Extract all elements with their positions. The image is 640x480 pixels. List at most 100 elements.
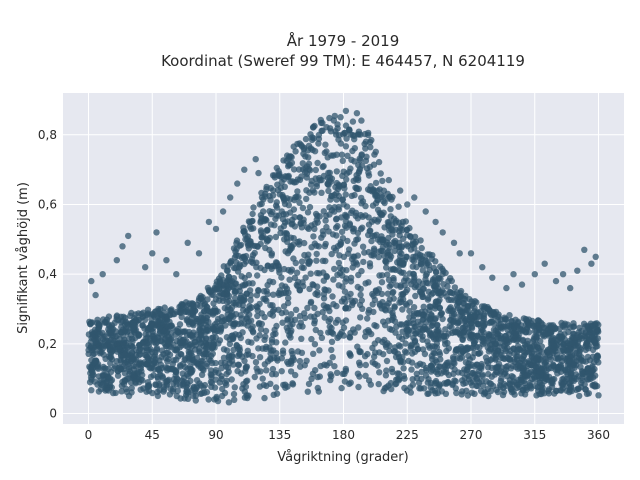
scatter-point <box>261 361 268 368</box>
scatter-point <box>365 169 372 176</box>
scatter-point <box>381 322 389 329</box>
scatter-point <box>581 381 588 388</box>
scatter-point <box>312 290 319 298</box>
scatter-point <box>508 317 515 325</box>
scatter-point <box>305 160 313 167</box>
scatter-point <box>241 228 248 235</box>
scatter-point <box>196 294 203 302</box>
scatter-point <box>473 376 480 383</box>
scatter-point <box>333 232 340 239</box>
scatter-point <box>323 124 330 131</box>
scatter-point <box>220 277 227 284</box>
scatter-point <box>552 355 560 362</box>
scatter-point <box>365 129 372 137</box>
scatter-point <box>363 153 370 160</box>
scatter-point <box>460 329 467 336</box>
scatter-point <box>417 237 424 244</box>
scatter-point <box>225 368 232 375</box>
scatter-point <box>87 374 95 381</box>
scatter-point <box>249 280 256 287</box>
scatter-point <box>342 218 350 225</box>
scatter-point <box>326 204 333 211</box>
scatter-point <box>414 318 422 325</box>
scatter-point <box>513 337 521 345</box>
scatter-point <box>115 345 123 352</box>
scatter-point <box>150 312 158 319</box>
scatter-point <box>581 246 588 253</box>
scatter-point <box>434 370 441 378</box>
scatter-point <box>281 197 288 204</box>
scatter-point <box>347 352 354 359</box>
scatter-point <box>305 380 313 388</box>
scatter-point <box>355 383 362 391</box>
scatter-point <box>298 335 305 342</box>
scatter-point <box>268 265 275 273</box>
scatter-point <box>154 366 162 373</box>
scatter-point <box>193 354 201 362</box>
scatter-point <box>235 361 242 368</box>
scatter-point <box>341 288 349 295</box>
scatter-point <box>332 128 339 135</box>
scatter-point <box>282 173 289 180</box>
scatter-point <box>197 340 204 347</box>
scatter-point <box>390 288 397 296</box>
scatter-point <box>289 380 296 387</box>
scatter-point <box>118 388 125 395</box>
scatter-point <box>432 315 439 322</box>
scatter-point <box>113 358 120 365</box>
scatter-point <box>445 345 452 352</box>
scatter-point <box>273 322 280 330</box>
scatter-point <box>520 362 527 369</box>
scatter-point <box>177 363 184 370</box>
scatter-point <box>316 347 323 354</box>
scatter-point <box>121 351 128 359</box>
scatter-point <box>237 334 244 342</box>
scatter-point <box>485 392 492 400</box>
scatter-point <box>335 136 342 143</box>
scatter-point <box>558 387 565 394</box>
scatter-point <box>177 308 184 315</box>
scatter-point <box>308 244 315 251</box>
scatter-point <box>225 399 233 406</box>
scatter-point <box>302 153 309 160</box>
scatter-point <box>173 368 180 376</box>
x-tick-label: 90 <box>208 428 223 442</box>
scatter-point <box>322 217 329 224</box>
scatter-point <box>252 359 260 366</box>
scatter-point <box>238 353 246 360</box>
scatter-point <box>256 354 264 361</box>
scatter-point <box>335 206 343 213</box>
scatter-point <box>393 282 400 289</box>
scatter-point <box>490 326 498 333</box>
scatter-point <box>275 168 282 175</box>
scatter-point <box>548 335 556 343</box>
scatter-point <box>275 263 283 271</box>
scatter-point <box>289 354 297 361</box>
scatter-point <box>292 306 300 313</box>
scatter-point <box>287 178 294 185</box>
scatter-point <box>269 365 277 373</box>
scatter-point <box>369 301 376 308</box>
scatter-point <box>488 318 495 325</box>
scatter-point <box>406 320 413 327</box>
scatter-point <box>417 260 425 268</box>
scatter-point <box>91 347 98 354</box>
scatter-point <box>311 317 318 324</box>
scatter-point <box>241 166 248 173</box>
scatter-point <box>357 291 364 299</box>
scatter-point <box>368 218 376 225</box>
scatter-point <box>337 241 344 248</box>
scatter-point <box>263 235 270 243</box>
scatter-point <box>341 378 349 385</box>
scatter-point <box>354 252 361 259</box>
scatter-point <box>357 314 364 321</box>
scatter-point <box>129 371 136 378</box>
scatter-point <box>355 185 362 192</box>
scatter-point <box>86 379 94 386</box>
scatter-point <box>519 387 526 394</box>
scatter-point <box>315 140 322 147</box>
scatter-point <box>248 225 255 232</box>
scatter-point <box>469 369 477 377</box>
scatter-point <box>576 351 583 358</box>
scatter-point <box>183 386 191 394</box>
